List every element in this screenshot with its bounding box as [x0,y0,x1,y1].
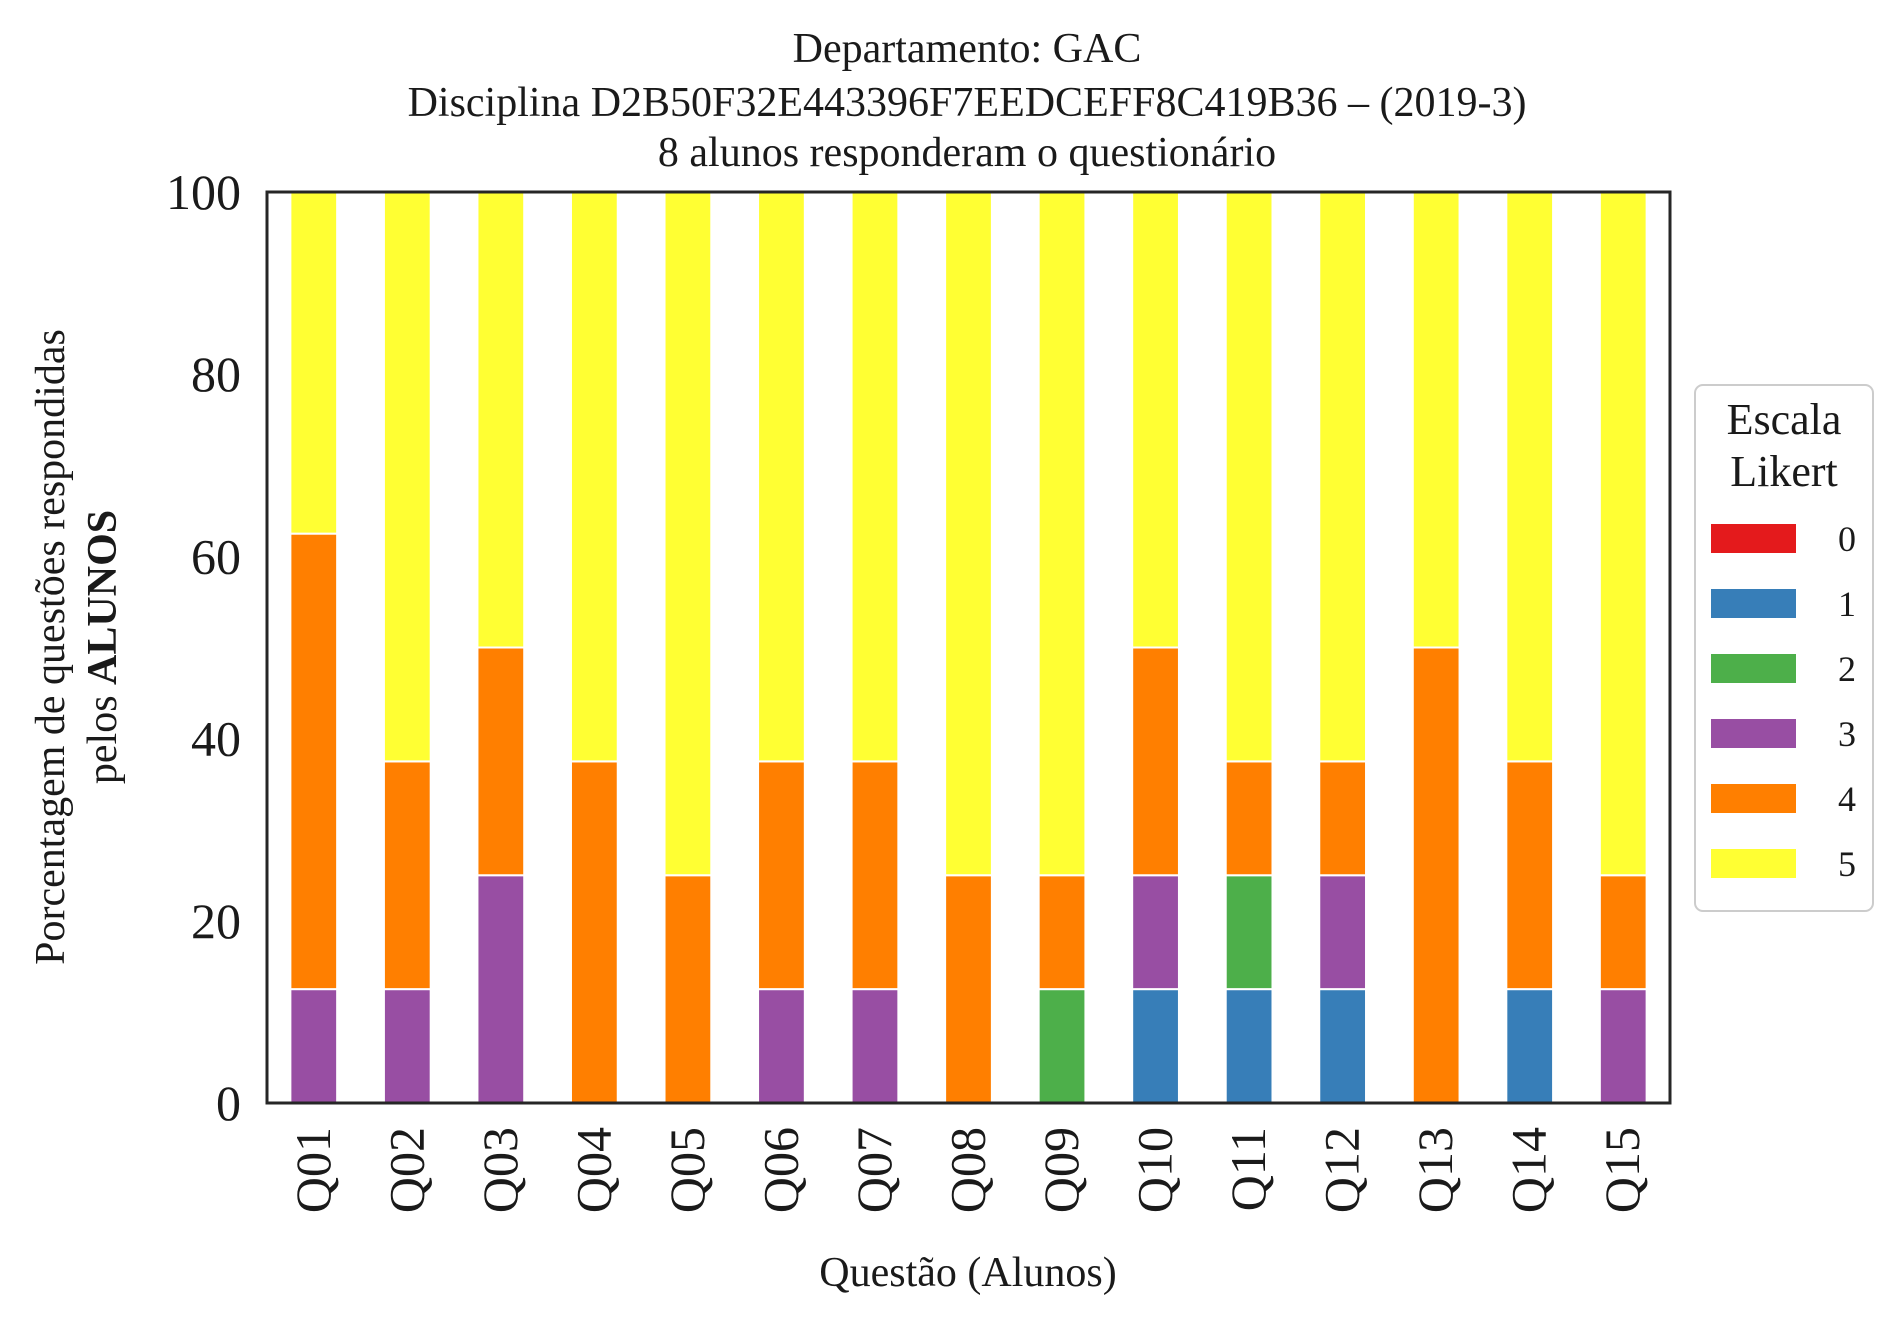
x-tick-label: Q11 [1220,1127,1276,1211]
bar-Q07-scale-4 [850,760,900,991]
y-tick-label: 100 [166,164,241,220]
bar-Q10-scale-4 [1131,646,1180,877]
legend-swatch-5 [1711,849,1796,878]
bar-Q10-scale-1 [1131,988,1180,1105]
y-axis-label-line-2: pelos ALUNOS [80,510,126,784]
legend-label-3: 3 [1838,714,1856,754]
y-tick-label: 60 [191,528,241,584]
title-line-2: Disciplina D2B50F32E443396F7EEDCEFF8C419… [408,80,1527,126]
bar-Q02-scale-4 [382,760,432,991]
legend-swatch-3 [1711,719,1796,748]
y-tick-label: 40 [191,711,241,767]
bar-Q03-scale-4 [476,646,526,877]
bar-Q15-scale-4 [1598,874,1648,991]
bar-Q14-scale-5 [1505,191,1555,763]
x-tick-label: Q12 [1314,1127,1370,1213]
bar-Q07-scale-3 [850,988,900,1105]
title-line-3: 8 alunos responderam o questionário [658,130,1276,176]
chart-title: Departamento: GAC Disciplina D2B50F32E44… [408,26,1527,176]
bar-Q04-scale-4 [569,760,619,1105]
bars [289,191,1648,1105]
bar-Q11-scale-2 [1224,874,1274,991]
bar-Q11-scale-4 [1224,760,1274,877]
legend-swatch-4 [1711,784,1796,813]
legend-label-2: 2 [1838,649,1856,689]
legend-swatch-0 [1711,524,1796,553]
x-axis-label: Questão (Alunos) [819,1250,1116,1296]
bar-Q03-scale-3 [476,874,526,1104]
bar-Q01-scale-4 [289,532,339,991]
x-axis-ticks: Q01 Q02 Q03 Q04 Q05 Q06 Q07 Q08 Q09 Q10 Q11 Q12 Q13 Q… [285,1127,1650,1213]
legend: Escala Likert 0 1 2 3 4 5 [1694,384,1874,912]
legend-swatch-2 [1711,654,1796,683]
bar-Q02-scale-5 [382,191,432,763]
bar-Q09-scale-2 [1037,988,1087,1105]
bar-Q04-scale-5 [569,191,619,763]
legend-label-0: 0 [1838,519,1856,559]
legend-swatch-1 [1711,589,1796,618]
bar-Q08-scale-4 [944,874,993,1104]
bar-Q01-scale-5 [289,191,339,535]
plot-frame [265,190,1672,1105]
x-tick-label: Q01 [285,1127,341,1213]
y-axis-label-bold: ALUNOS [80,510,126,685]
bar-Q15-scale-5 [1598,191,1648,877]
title-line-1: Departamento: GAC [793,26,1142,72]
bar-Q12-scale-5 [1318,191,1368,763]
bar-Q01-scale-3 [289,988,339,1105]
legend-label-4: 4 [1838,779,1856,819]
x-tick-label: Q05 [659,1127,715,1213]
bar-Q09-scale-4 [1037,874,1087,991]
y-tick-label: 80 [191,346,241,402]
legend-label-1: 1 [1838,584,1856,624]
bar-Q07-scale-5 [850,191,900,763]
bar-Q08-scale-5 [944,191,993,877]
bar-Q05-scale-5 [663,191,713,877]
bar-Q13-scale-5 [1411,191,1461,649]
x-tick-label: Q10 [1127,1127,1183,1213]
bar-Q14-scale-1 [1505,988,1555,1105]
y-axis-label-prefix: pelos [80,695,126,784]
bar-Q12-scale-4 [1318,760,1368,877]
y-axis-label: Porcentagem de questões respondidas pelo… [28,329,126,965]
bar-Q09-scale-5 [1037,191,1087,877]
bar-Q12-scale-3 [1318,874,1368,991]
y-tick-label: 0 [216,1075,241,1131]
x-tick-label: Q09 [1033,1127,1089,1213]
x-tick-label: Q03 [472,1127,528,1213]
bar-Q11-scale-5 [1224,191,1274,763]
legend-items: 0 1 2 3 4 5 [1711,519,1856,884]
x-tick-label: Q13 [1407,1127,1463,1213]
x-tick-label: Q07 [846,1127,902,1213]
bar-Q06-scale-5 [757,191,806,763]
legend-title-line-2: Likert [1730,447,1838,496]
bar-Q11-scale-1 [1224,988,1274,1105]
bar-Q14-scale-4 [1505,760,1555,991]
bar-Q12-scale-1 [1318,988,1368,1105]
bar-Q03-scale-5 [476,191,526,649]
x-tick-label: Q08 [940,1127,996,1213]
bar-Q05-scale-4 [663,874,713,1104]
bar-Q10-scale-3 [1131,874,1180,991]
bar-Q02-scale-3 [382,988,432,1105]
y-tick-label: 20 [191,893,241,949]
bar-Q06-scale-4 [757,760,806,991]
x-tick-label: Q02 [378,1127,434,1213]
bar-Q10-scale-5 [1131,191,1180,649]
x-tick-label: Q14 [1501,1127,1557,1213]
legend-title-line-1: Escala [1727,395,1842,444]
y-axis-label-line-1: Porcentagem de questões respondidas [28,329,74,965]
bar-Q15-scale-3 [1598,988,1648,1105]
x-tick-label: Q06 [752,1127,808,1213]
y-axis-ticks: 0 20 40 60 80 100 [166,164,241,1131]
legend-frame [1694,384,1874,912]
bar-Q06-scale-3 [757,988,806,1105]
legend-label-5: 5 [1838,844,1856,884]
x-tick-label: Q04 [565,1127,621,1213]
x-tick-label: Q15 [1594,1127,1650,1213]
bar-Q13-scale-4 [1411,646,1461,1104]
